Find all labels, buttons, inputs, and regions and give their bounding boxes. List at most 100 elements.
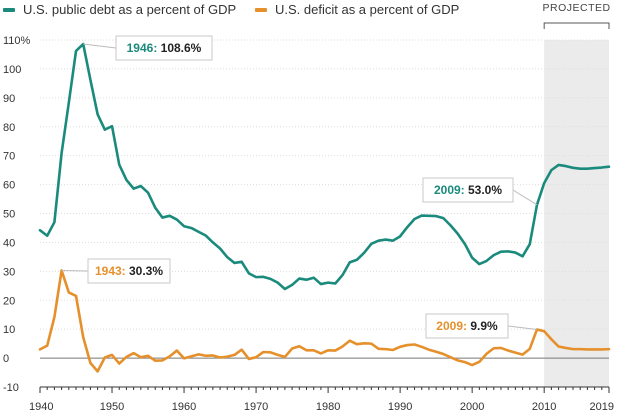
legend-item-debt: U.S. public debt as a percent of GDP — [3, 2, 236, 17]
y-tick-label: 40 — [3, 237, 15, 249]
deficit-point — [507, 349, 509, 352]
debt-point — [500, 251, 502, 253]
y-tick-label: 30 — [3, 266, 15, 278]
x-tick-label: 1980 — [316, 401, 340, 413]
legend-deficit-label: U.S. deficit as a percent of GDP — [275, 2, 460, 17]
deficit-point — [572, 348, 574, 350]
deficit-point — [111, 354, 113, 356]
debt-point — [161, 216, 164, 219]
deficit-point — [356, 343, 358, 345]
deficit-point — [118, 362, 120, 365]
deficit-point — [241, 349, 243, 351]
deficit-point — [428, 349, 430, 351]
debt-point — [356, 259, 358, 261]
debt-point — [97, 113, 99, 115]
deficit-point — [579, 348, 581, 350]
x-axis: 1940 1950 1960 1970 1980 1990 2000 2010 2019 — [29, 386, 614, 413]
y-tick-label: 110% — [3, 35, 31, 47]
debt-point — [377, 240, 380, 242]
deficit-point — [334, 349, 336, 352]
deficit-point — [197, 353, 200, 355]
y-tick-label: 50 — [3, 209, 15, 221]
debt-point — [507, 250, 509, 252]
debt-point — [46, 235, 48, 237]
annotation-callout: 1946: 108.6% — [83, 35, 213, 61]
deficit-point — [363, 342, 365, 344]
debt-point — [471, 257, 473, 259]
y-tick-label: 80 — [3, 122, 15, 134]
x-tick-label: 1970 — [244, 401, 268, 413]
debt-point — [125, 179, 128, 181]
debt-point — [118, 164, 120, 166]
annotations: 1946: 108.6% 2009: 53.0% 1943: 30.3% 2009: … — [61, 35, 538, 339]
deficit-point — [399, 346, 401, 348]
callout-value: 9.9% — [470, 319, 498, 333]
debt-point — [341, 274, 344, 276]
debt-point — [399, 235, 401, 237]
y-tick-label: 60 — [3, 180, 15, 192]
debt-point — [413, 218, 416, 220]
deficit-point — [442, 353, 444, 355]
x-tick-label: 2019 — [590, 401, 614, 413]
annotation-callout: 2009: 9.9% — [425, 313, 538, 339]
deficit-point — [500, 347, 502, 349]
debt-point — [478, 263, 480, 265]
deficit-point — [97, 370, 99, 372]
debt-point — [111, 125, 113, 127]
debt-point — [248, 272, 250, 274]
callout-text: 2009: 53.0% — [434, 183, 502, 197]
debt-point — [349, 261, 351, 263]
deficit-point — [608, 348, 610, 350]
deficit-point — [125, 356, 128, 358]
debt-point — [485, 260, 488, 262]
callout-value: 30.3% — [129, 264, 163, 278]
deficit-point — [104, 356, 106, 359]
deficit-point — [385, 348, 387, 350]
debt-point — [449, 224, 452, 226]
deficit-point — [140, 356, 142, 358]
deficit-point — [133, 352, 135, 354]
x-tick-label: 1990 — [388, 401, 412, 413]
annotation-callout: 1943: 30.3% — [61, 258, 171, 284]
debt-point — [334, 282, 336, 285]
debt-point — [39, 229, 41, 231]
debt-point — [89, 79, 92, 81]
debt-point — [392, 240, 394, 242]
deficit-point — [485, 353, 488, 355]
debt-point — [197, 231, 200, 233]
debt-point — [147, 192, 149, 194]
deficit-swatch-icon — [255, 7, 267, 12]
deficit-point — [298, 345, 300, 347]
callout-year: 2009: — [434, 183, 468, 197]
x-tick-label: 1960 — [172, 401, 196, 413]
debt-point — [277, 282, 279, 284]
deficit-point — [46, 345, 48, 347]
gridlines — [40, 39, 609, 388]
y-tick-label: 20 — [3, 295, 15, 307]
deficit-point — [601, 348, 603, 351]
deficit-point — [529, 348, 531, 350]
callout-year: 2009: — [436, 319, 470, 333]
deficit-point — [370, 343, 372, 345]
annotation-callout: 2009: 53.0% — [422, 177, 538, 206]
callout-leader — [507, 325, 538, 330]
deficit-point — [219, 356, 221, 359]
projected-label: PROJECTED — [543, 2, 611, 14]
deficit-point — [457, 359, 459, 361]
deficit-line — [38, 269, 611, 373]
debt-point — [233, 262, 236, 264]
y-tick-label: 0 — [3, 353, 9, 365]
series-lines — [38, 42, 611, 373]
callout-text: 1943: 30.3% — [95, 264, 163, 278]
deficit-point — [377, 348, 380, 350]
debt-point — [104, 129, 106, 131]
deficit-point — [154, 360, 156, 362]
deficit-point — [233, 354, 236, 356]
callout-value: 53.0% — [468, 183, 502, 197]
debt-point — [269, 278, 272, 280]
callout-value: 108.6% — [161, 41, 202, 55]
debt-point — [53, 221, 56, 223]
deficit-point — [291, 347, 293, 350]
callout-text: 2009: 9.9% — [436, 319, 498, 333]
projected-region: PROJECTED — [543, 2, 611, 387]
